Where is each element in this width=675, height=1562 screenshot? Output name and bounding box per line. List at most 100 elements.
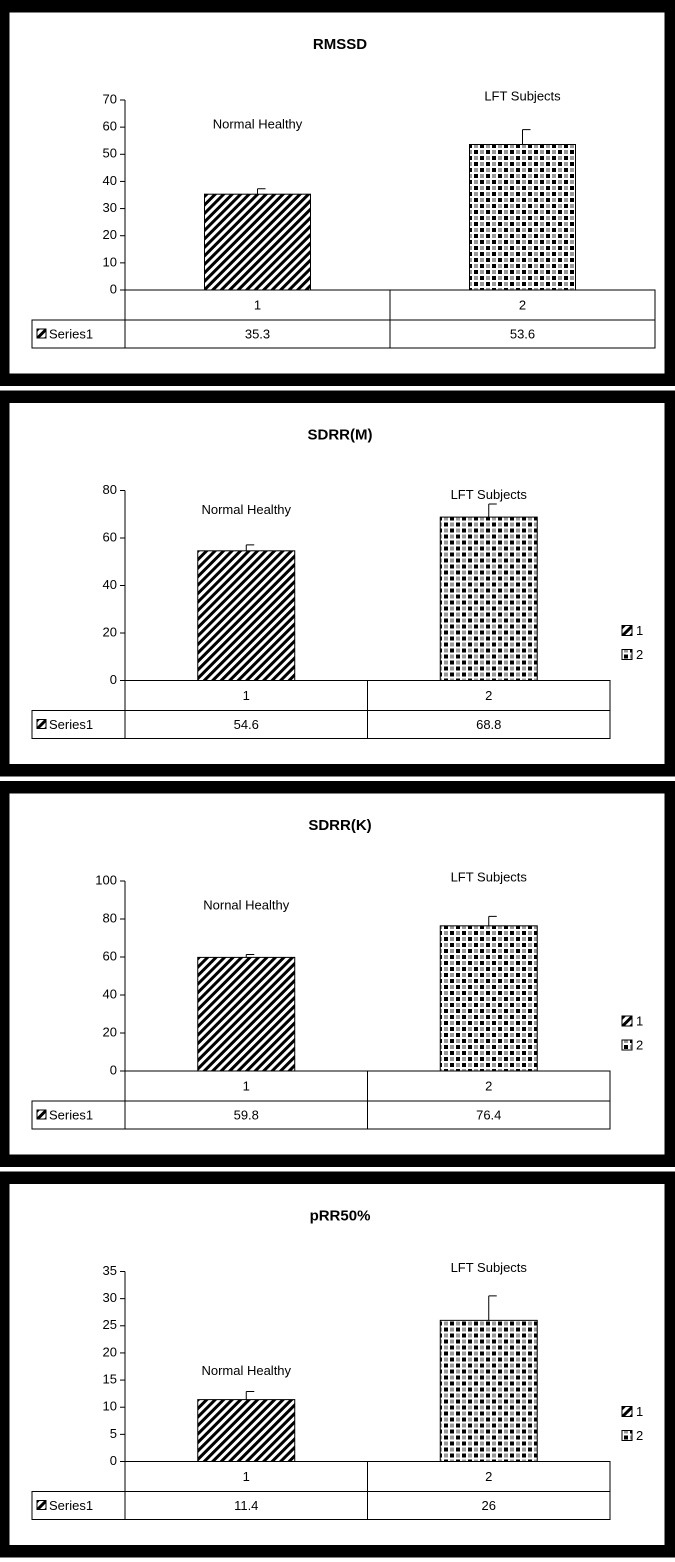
y-tick-label: 50 [103,146,117,161]
panel-area [8,402,666,765]
legend-key [621,1430,633,1441]
table-legend-key [36,1109,47,1120]
y-tick-label: 100 [95,872,117,887]
annotation: Normal Healthy [213,116,303,131]
table-legend-key [36,328,47,339]
y-tick-label: 30 [103,1290,117,1305]
chart-panel: SDRR(K) 0 20 40 60 80 100 Series1 59.8 76.4 1 2 Norn… [0,781,675,1167]
data-table-value: 68.8 [476,717,501,732]
y-tick-label: 0 [110,1062,117,1077]
y-tick-label: 0 [110,281,117,296]
annotation: Normal Healthy [201,502,291,517]
y-tick-label: 60 [103,119,117,134]
x-tick-label: 1 [254,297,261,312]
chart-title: SDRR(M) [308,426,373,443]
panel-area [8,1183,666,1546]
y-tick-label: 10 [103,254,117,269]
legend-key [621,1039,633,1051]
legend-label: 1 [636,1013,643,1028]
bar [197,956,296,1072]
bar [439,925,538,1072]
x-tick-label: 2 [485,688,492,703]
data-table-legend-cell [31,1491,126,1520]
bar [439,1319,538,1462]
bar [197,550,296,681]
data-table-legend-cell [31,710,126,739]
table-series-name: Series1 [49,326,93,341]
y-tick-label: 0 [110,1453,117,1468]
chart-title: pRR50% [310,1207,371,1224]
annotation: Normal Healthy [201,1363,291,1378]
error-bar [488,503,497,518]
x-tick-label: 2 [485,1469,492,1484]
data-table-value: 35.3 [245,326,270,341]
y-tick-label: 5 [110,1426,117,1441]
y-tick-label: 40 [103,173,117,188]
legend-key [621,649,633,660]
legend-key [621,1015,633,1027]
table-series-name: Series1 [49,1107,93,1122]
chart-title: SDRR(K) [308,817,371,834]
data-table-legend-cell [31,319,126,349]
data-table-value: 59.8 [234,1107,259,1122]
x-tick-label: 1 [243,688,250,703]
annotation: LFT Subjects [451,869,528,884]
error-bar [488,915,497,926]
error-bar [245,954,255,958]
x-tick-label: 1 [243,1078,250,1093]
legend-label: 2 [636,647,643,662]
y-tick-label: 40 [103,986,117,1001]
error-bar [488,1295,497,1321]
y-tick-label: 15 [103,1372,117,1387]
y-tick-label: 20 [103,624,117,639]
data-table-value: 26 [482,1498,496,1513]
error-bar [522,129,531,145]
chart-panel: RMSSD 0 10 20 30 40 50 60 70 Series1 35.3 53.6 1 2 Nor… [0,0,675,386]
chart-title: RMSSD [313,36,367,53]
x-tick-label: 2 [519,297,526,312]
x-tick-label: 2 [485,1078,492,1093]
y-tick-label: 70 [103,91,117,106]
y-tick-label: 60 [103,948,117,963]
error-bar [245,544,255,551]
error-bar [257,188,266,195]
table-legend-key [36,1500,47,1510]
annotation: LFT Subjects [451,1260,528,1275]
y-tick-label: 80 [103,910,117,925]
legend-label: 1 [636,1404,643,1419]
data-table-legend-cell [31,1100,126,1130]
data-table-value: 76.4 [476,1107,501,1122]
annotation: LFT Subjects [451,487,528,502]
chart-panel: pRR50% 0 5 10 15 20 25 30 35 Series1 11.4 26 1 2 Norma… [0,1171,675,1558]
panel-area [8,792,666,1156]
annotation: Nornal Healthy [203,897,289,912]
y-tick-label: 30 [103,200,117,215]
chart-panel: SDRR(M) 0 20 40 60 80 Series1 54.6 68.8 1 2 Normal … [0,390,675,777]
y-tick-label: 80 [103,482,117,497]
table-legend-key [36,719,47,729]
legend-label: 1 [636,623,643,638]
y-tick-label: 35 [103,1263,117,1278]
bar [469,144,576,291]
legend-label: 2 [636,1428,643,1443]
y-tick-label: 0 [110,672,117,687]
bar [197,1399,296,1463]
y-tick-label: 10 [103,1399,117,1414]
y-tick-label: 60 [103,529,117,544]
bar [204,193,311,291]
table-series-name: Series1 [49,1498,93,1513]
legend-key [621,1406,633,1417]
annotation: LFT Subjects [484,88,561,103]
legend-label: 2 [636,1037,643,1052]
data-table-value: 11.4 [234,1498,258,1513]
data-table-value: 54.6 [234,717,259,732]
y-tick-label: 20 [103,227,117,242]
x-tick-label: 1 [243,1469,250,1484]
y-tick-label: 40 [103,577,117,592]
data-table-value: 53.6 [510,326,535,341]
error-bar [245,1390,255,1400]
legend-key [621,625,633,636]
bar [439,516,538,681]
